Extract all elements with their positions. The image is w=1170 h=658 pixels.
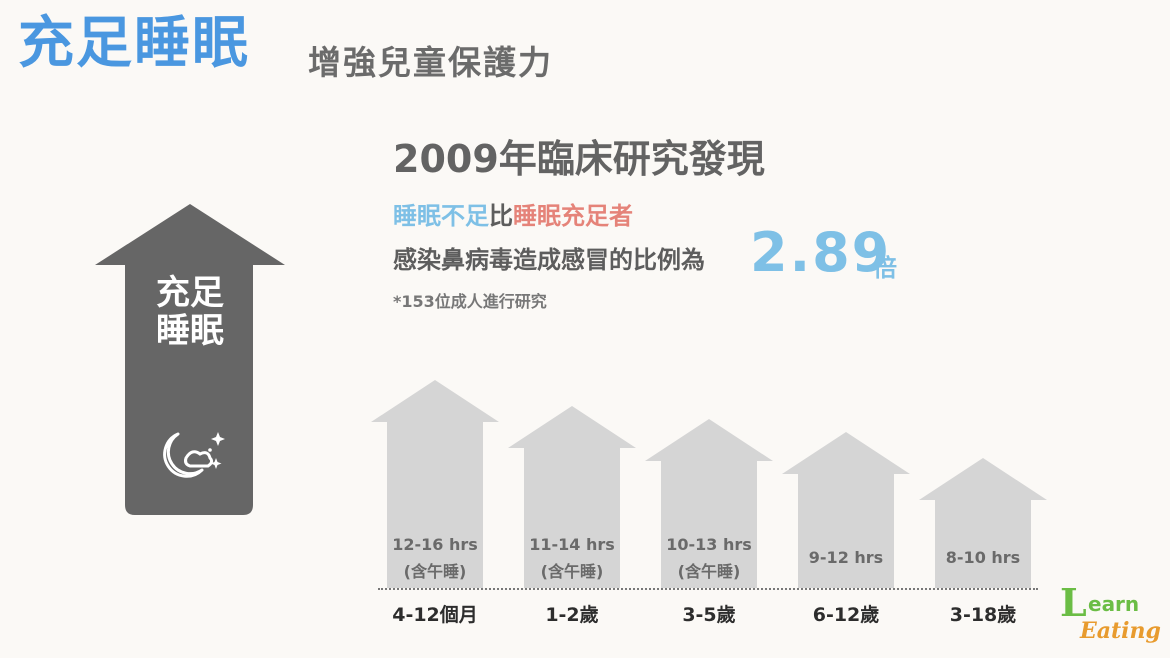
infection-text: 感染鼻病毒造成感冒的比例為 [393,246,705,274]
arrow-text-line2: 睡眠 [156,311,224,351]
hours-label: 10-13 hrs [666,535,752,554]
sleep-arrow-bar [645,419,773,588]
ratio-unit: 倍 [873,254,897,282]
age-group-label: 3-18歲 [949,604,1017,626]
hours-label: 12-16 hrs [392,535,478,554]
nap-note: (含午睡) [677,562,741,581]
logo-letter-l: L [1060,580,1087,625]
arrow-text-line1: 充足 [156,273,224,313]
page-subtitle: 增強兒童保護力 [308,43,553,82]
nap-note: (含午睡) [403,562,467,581]
sufficient-sleep-text: 睡眠充足者 [513,202,633,230]
sleep-arrow-bar [782,432,910,588]
nap-note: (含午睡) [540,562,604,581]
hours-label: 8-10 hrs [945,548,1021,567]
age-group-label: 3-5歲 [682,604,736,626]
age-group-label: 6-12歲 [812,604,880,626]
hours-label: 9-12 hrs [808,548,884,567]
age-group-label: 1-2歲 [545,604,599,626]
big-up-arrow [95,204,285,515]
hours-label: 11-14 hrs [529,535,615,554]
chart-baseline [378,588,1038,590]
compare-word: 比 [489,202,513,230]
age-group-label: 4-12個月 [392,604,478,626]
study-title: 2009年臨床研究發現 [393,137,765,181]
sleep-arrow-bar [371,380,499,588]
ratio-number: 2.89 [750,221,892,284]
page-title: 充足睡眠 [18,11,250,76]
sleep-arrow-bar [919,458,1047,588]
insufficient-sleep-text: 睡眠不足 [393,202,489,230]
study-note: *153位成人進行研究 [393,292,547,311]
comparison-line: 睡眠不足比睡眠充足者 [393,204,633,228]
moon-stars-icon [163,432,225,478]
sleep-arrow-bar [508,406,636,588]
logo-eating: Eating [1080,618,1161,644]
logo-earn: earn [1088,592,1140,616]
